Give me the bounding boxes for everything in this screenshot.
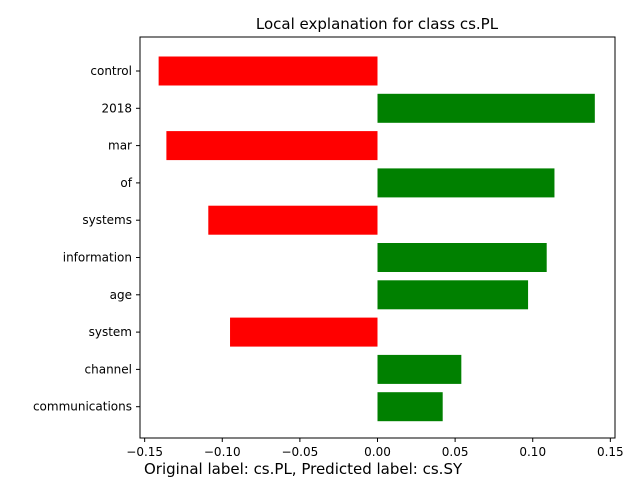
- bar-system: [230, 317, 378, 347]
- x-tick-label: −0.05: [281, 445, 318, 459]
- y-tick-label: systems: [82, 213, 132, 227]
- bar-channel: [377, 354, 462, 384]
- x-tick-label: −0.15: [126, 445, 163, 459]
- bar-of: [377, 168, 555, 198]
- caption: Original label: cs.PL, Predicted label: …: [144, 460, 463, 478]
- chart-title: Local explanation for class cs.PL: [256, 15, 499, 33]
- y-tick-label: 2018: [101, 101, 132, 115]
- y-tick-label: control: [90, 64, 132, 78]
- bar-control: [158, 56, 378, 86]
- y-tick-label: information: [63, 251, 132, 265]
- y-tick-label: system: [89, 325, 132, 339]
- x-tick-label: −0.10: [204, 445, 241, 459]
- y-tick-label: of: [120, 176, 132, 190]
- bar-communications: [377, 392, 443, 422]
- x-axis: −0.15 −0.10 −0.05 0.00 0.05 0.10 0.15: [126, 438, 624, 459]
- y-tick-label: mar: [108, 139, 132, 153]
- bar-information: [377, 243, 547, 272]
- x-tick-label: 0.15: [597, 445, 624, 459]
- x-tick-label: 0.00: [364, 445, 391, 459]
- y-tick-label: age: [110, 288, 132, 302]
- bar-mar: [166, 131, 378, 161]
- x-tick-label: 0.10: [519, 445, 546, 459]
- x-tick-label: 0.05: [442, 445, 469, 459]
- bar-age: [377, 280, 529, 310]
- bar-systems: [208, 205, 378, 235]
- bar-2018: [377, 93, 595, 123]
- y-tick-label: communications: [33, 400, 132, 414]
- y-tick-label: channel: [85, 362, 132, 376]
- y-axis: control 2018 mar of systems information age sys…: [33, 64, 140, 414]
- bars-group: [158, 56, 595, 422]
